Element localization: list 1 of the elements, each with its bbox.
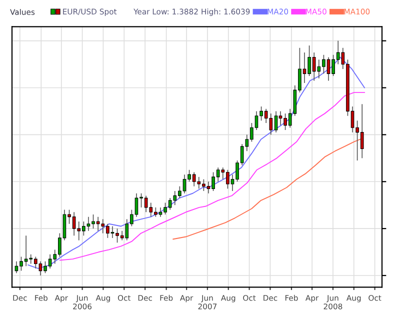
candlestick <box>274 110 278 133</box>
